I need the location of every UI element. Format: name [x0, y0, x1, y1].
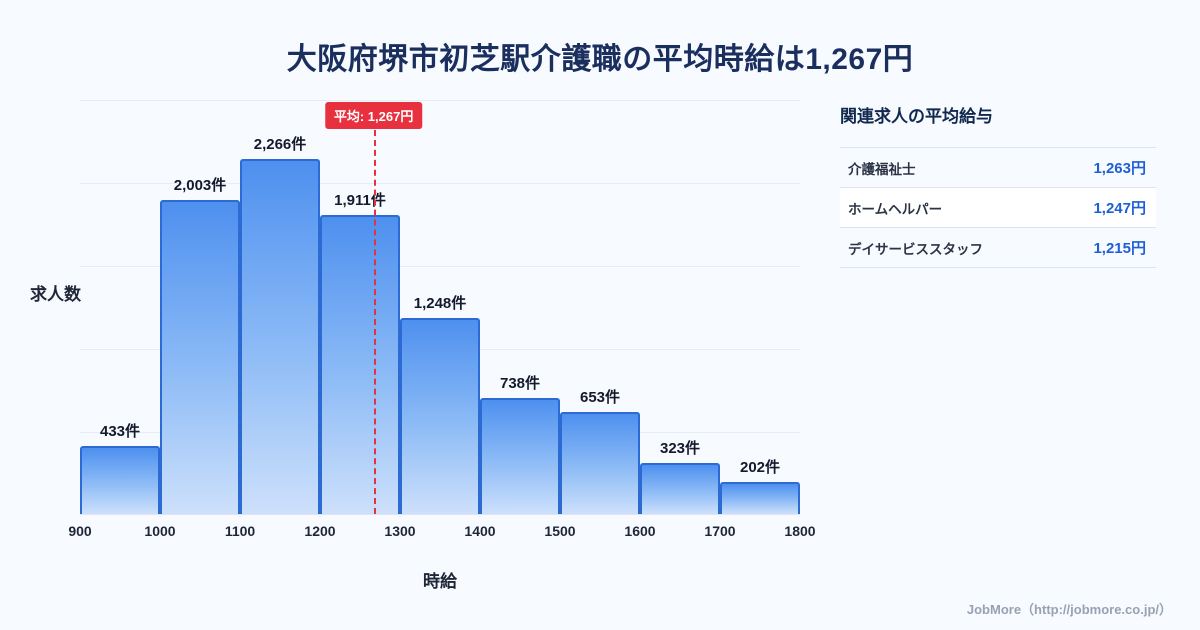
bar-value-label: 653件 — [579, 389, 621, 406]
histogram-plot: 433件 2,003件 2,266件 1,911件 1,248件 738件 653件 323件… — [68, 100, 816, 539]
salary-row: ホームヘルパー 1,247円 — [840, 188, 1156, 228]
salary-job-label: 介護福祉士 — [848, 161, 916, 177]
x-axis-ticks: 900 1000 1100 1200 1300 1400 1500 1600 1700 1800 — [68, 523, 815, 543]
histogram-bar: 202件 — [720, 459, 800, 514]
bar-fill — [400, 318, 480, 514]
histogram-bar: 2,266件 — [240, 136, 320, 514]
bar-value-label: 1,911件 — [334, 192, 386, 209]
x-tick-label: 1100 — [224, 523, 256, 539]
related-salary-panel: 関連求人の平均給与 介護福祉士 1,263円ホームヘルパー 1,247円デイサービス… — [840, 102, 1156, 268]
salary-value: 1,215円 — [1093, 240, 1146, 257]
histogram-bar: 1,911件 — [320, 192, 400, 514]
mean-badge: 平均: 1,267円 — [324, 102, 423, 129]
histogram-bar: 2,003件 — [160, 177, 240, 514]
source-credit: JobMore（http://jobmore.co.jp/） — [966, 602, 1172, 617]
histogram-bar: 323件 — [640, 440, 720, 514]
mean-line — [373, 130, 376, 514]
bar-value-label: 1,248件 — [413, 295, 467, 312]
x-tick-label: 1400 — [464, 523, 496, 539]
bar-fill — [320, 215, 400, 514]
histogram-bars: 433件 2,003件 2,266件 1,911件 1,248件 738件 653件 323件… — [80, 136, 800, 514]
bar-value-label: 2,003件 — [173, 177, 227, 194]
salary-value: 1,263円 — [1093, 160, 1146, 177]
salary-table: 介護福祉士 1,263円ホームヘルパー 1,247円デイサービススタッフ 1,215円 — [840, 147, 1156, 268]
bar-fill — [480, 398, 560, 514]
x-tick-label: 1000 — [144, 523, 176, 539]
histogram-bar: 653件 — [560, 389, 640, 514]
x-tick-label: 1500 — [544, 523, 576, 539]
salary-job-label: ホームヘルパー — [848, 201, 943, 217]
page-title: 大阪府堺市初芝駅介護職の平均時給は1,267円 — [286, 43, 914, 76]
bar-value-label: 323件 — [659, 440, 701, 457]
salary-row: 介護福祉士 1,263円 — [840, 148, 1156, 188]
salary-job-label: デイサービススタッフ — [848, 241, 983, 257]
x-tick-label: 1300 — [384, 523, 416, 539]
bar-fill — [560, 412, 640, 514]
salary-row: デイサービススタッフ 1,215円 — [840, 228, 1156, 268]
x-tick-label: 1200 — [304, 523, 336, 539]
bar-fill — [80, 446, 160, 514]
bar-value-label: 738件 — [499, 375, 541, 392]
histogram-bar: 738件 — [480, 375, 560, 514]
x-tick-label: 1800 — [784, 523, 816, 539]
bar-value-label: 202件 — [739, 459, 781, 476]
bar-fill — [160, 200, 240, 514]
salary-value: 1,247円 — [1093, 200, 1146, 217]
panel-heading: 関連求人の平均給与 — [840, 107, 993, 126]
bar-fill — [240, 159, 320, 514]
y-axis-label: 求人数 — [30, 285, 81, 304]
x-tick-label: 1700 — [704, 523, 736, 539]
bar-value-label: 2,266件 — [253, 136, 307, 153]
x-tick-label: 900 — [68, 523, 92, 539]
x-axis-label: 時給 — [423, 572, 457, 591]
bar-fill — [640, 463, 720, 514]
histogram-bar: 1,248件 — [400, 295, 480, 514]
x-tick-label: 1600 — [624, 523, 656, 539]
histogram-bar: 433件 — [80, 423, 160, 514]
bar-value-label: 433件 — [99, 423, 141, 440]
bar-fill — [720, 482, 800, 514]
